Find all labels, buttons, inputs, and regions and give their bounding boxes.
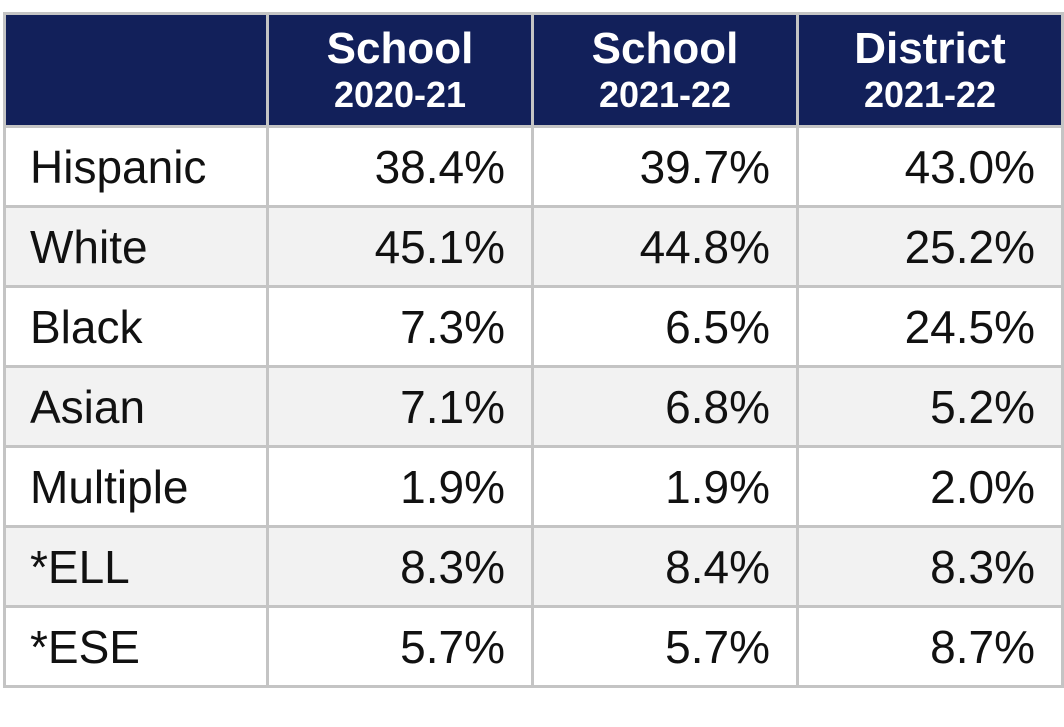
row-label: Multiple xyxy=(3,445,269,528)
cell-value: 5.7% xyxy=(266,605,534,688)
table-row: *ESE 5.7% 5.7% 8.7% xyxy=(3,605,1064,688)
cell-value: 43.0% xyxy=(796,125,1064,208)
row-label: *ESE xyxy=(3,605,269,688)
table-row: Black 7.3% 6.5% 24.5% xyxy=(3,285,1064,368)
cell-value: 2.0% xyxy=(796,445,1064,528)
data-table: School 2020-21 School 2021-22 District 2021-2… xyxy=(3,12,1064,688)
table-row: Asian 7.1% 6.8% 5.2% xyxy=(3,365,1064,448)
cell-value: 8.4% xyxy=(531,525,799,608)
cell-value: 38.4% xyxy=(266,125,534,208)
cell-value: 6.5% xyxy=(531,285,799,368)
header-corner xyxy=(3,12,269,128)
table-row: Hispanic 38.4% 39.7% 43.0% xyxy=(3,125,1064,208)
row-label: Hispanic xyxy=(3,125,269,208)
cell-value: 7.1% xyxy=(266,365,534,448)
column-period: 2021-22 xyxy=(598,74,732,115)
cell-value: 8.3% xyxy=(266,525,534,608)
row-label: *ELL xyxy=(3,525,269,608)
cell-value: 24.5% xyxy=(796,285,1064,368)
table-row: *ELL 8.3% 8.4% 8.3% xyxy=(3,525,1064,608)
column-period: 2021-22 xyxy=(863,74,997,115)
cell-value: 5.7% xyxy=(531,605,799,688)
row-label: Asian xyxy=(3,365,269,448)
column-title: District xyxy=(854,24,1006,73)
cell-value: 45.1% xyxy=(266,205,534,288)
table-row: Multiple 1.9% 1.9% 2.0% xyxy=(3,445,1064,528)
cell-value: 6.8% xyxy=(531,365,799,448)
cell-value: 39.7% xyxy=(531,125,799,208)
row-label: Black xyxy=(3,285,269,368)
column-header: School 2020-21 xyxy=(266,12,534,128)
table-body: Hispanic 38.4% 39.7% 43.0% White 45.1% 44.8% 25… xyxy=(3,125,1064,688)
column-title: School xyxy=(591,24,739,73)
column-header: School 2021-22 xyxy=(531,12,799,128)
cell-value: 1.9% xyxy=(266,445,534,528)
cell-value: 1.9% xyxy=(531,445,799,528)
column-title: School xyxy=(326,24,474,73)
cell-value: 8.7% xyxy=(796,605,1064,688)
cell-value: 25.2% xyxy=(796,205,1064,288)
table-row: White 45.1% 44.8% 25.2% xyxy=(3,205,1064,288)
cell-value: 7.3% xyxy=(266,285,534,368)
cell-value: 5.2% xyxy=(796,365,1064,448)
header-row: School 2020-21 School 2021-22 District 2021-2… xyxy=(3,12,1064,128)
cell-value: 8.3% xyxy=(796,525,1064,608)
row-label: White xyxy=(3,205,269,288)
column-period: 2020-21 xyxy=(333,74,467,115)
column-header: District 2021-22 xyxy=(796,12,1064,128)
cell-value: 44.8% xyxy=(531,205,799,288)
